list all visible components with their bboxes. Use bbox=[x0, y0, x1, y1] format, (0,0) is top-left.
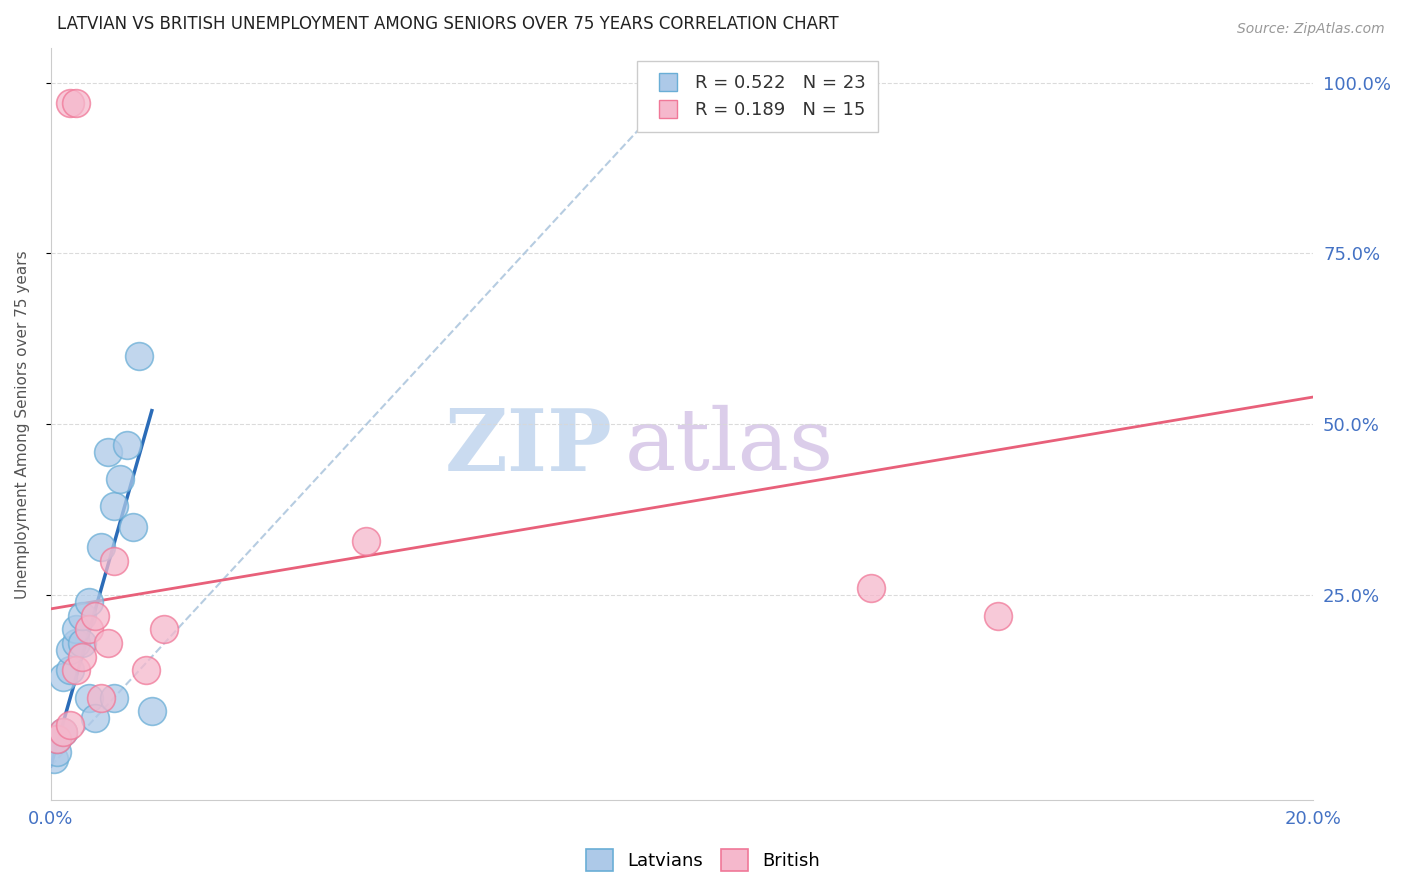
Point bbox=[77, 690, 100, 705]
Point bbox=[103, 500, 125, 514]
Point bbox=[110, 472, 132, 486]
Point bbox=[65, 623, 87, 637]
Point bbox=[52, 724, 75, 739]
Point bbox=[42, 752, 65, 766]
Point bbox=[52, 724, 75, 739]
Point bbox=[46, 731, 69, 746]
Text: atlas: atlas bbox=[626, 405, 834, 489]
Point bbox=[46, 745, 69, 759]
Point bbox=[90, 690, 112, 705]
Point bbox=[84, 608, 107, 623]
Point bbox=[90, 541, 112, 555]
Legend: Latvians, British: Latvians, British bbox=[578, 842, 828, 879]
Point bbox=[65, 96, 87, 111]
Point bbox=[46, 731, 69, 746]
Point bbox=[84, 711, 107, 725]
Point bbox=[128, 349, 150, 363]
Text: Source: ZipAtlas.com: Source: ZipAtlas.com bbox=[1237, 22, 1385, 37]
Point bbox=[59, 643, 82, 657]
Point bbox=[59, 664, 82, 678]
Point bbox=[115, 438, 138, 452]
Point bbox=[122, 520, 145, 534]
Point bbox=[52, 670, 75, 684]
Point bbox=[77, 595, 100, 609]
Point bbox=[103, 554, 125, 568]
Point bbox=[65, 664, 87, 678]
Point bbox=[134, 664, 156, 678]
Point bbox=[987, 608, 1010, 623]
Point bbox=[65, 636, 87, 650]
Point bbox=[97, 636, 120, 650]
Point bbox=[860, 582, 883, 596]
Legend: R = 0.522   N = 23, R = 0.189   N = 15: R = 0.522 N = 23, R = 0.189 N = 15 bbox=[637, 62, 879, 131]
Y-axis label: Unemployment Among Seniors over 75 years: Unemployment Among Seniors over 75 years bbox=[15, 250, 30, 599]
Point bbox=[141, 705, 163, 719]
Point bbox=[72, 649, 94, 664]
Text: LATVIAN VS BRITISH UNEMPLOYMENT AMONG SENIORS OVER 75 YEARS CORRELATION CHART: LATVIAN VS BRITISH UNEMPLOYMENT AMONG SE… bbox=[58, 15, 839, 33]
Point bbox=[103, 690, 125, 705]
Point bbox=[72, 608, 94, 623]
Point bbox=[153, 623, 176, 637]
Point bbox=[59, 96, 82, 111]
Point bbox=[356, 533, 378, 548]
Point bbox=[77, 623, 100, 637]
Point bbox=[72, 636, 94, 650]
Point bbox=[97, 444, 120, 458]
Point bbox=[59, 718, 82, 732]
Text: ZIP: ZIP bbox=[444, 405, 613, 489]
